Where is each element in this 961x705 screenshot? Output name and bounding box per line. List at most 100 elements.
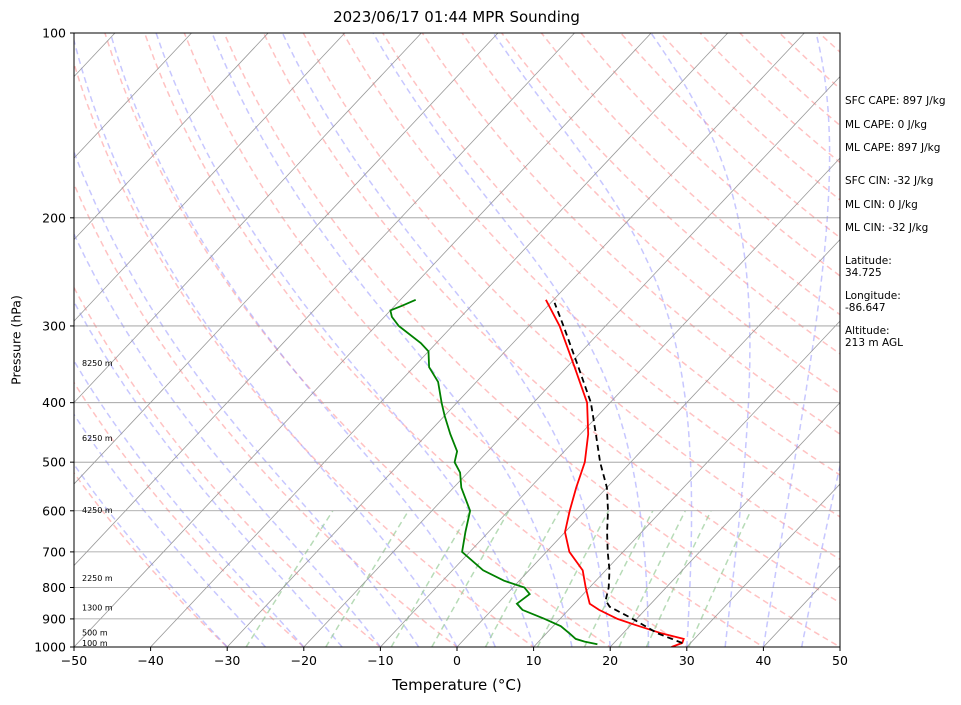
stat-sfc-cin: SFC CIN: -32 J/kg	[845, 175, 934, 187]
dry-adiabat	[143, 33, 689, 647]
moist-adiabat	[211, 33, 573, 647]
x-tick-label: −50	[61, 653, 87, 668]
dewpoint-profile	[389, 298, 598, 646]
y-axis-ticks: 100 200 300 400 500 600 700 800 900 1000	[34, 26, 74, 655]
moist-adiabat	[74, 232, 381, 647]
mixing-ratio-line	[325, 510, 410, 647]
isotherm	[74, 33, 652, 647]
stat-latitude: Latitude: 34.725	[845, 255, 892, 279]
dry-adiabat	[74, 381, 305, 647]
temperature-profile	[545, 299, 685, 647]
moist-adiabat	[762, 33, 831, 647]
y-tick-label: 700	[42, 544, 66, 559]
mixing-ratio-line	[688, 510, 752, 647]
moist-adiabat	[74, 463, 228, 647]
height-label: 2250 m	[82, 574, 113, 583]
mixing-ratio-line	[484, 510, 561, 647]
moist-adiabat	[650, 33, 751, 647]
moist-adiabat	[800, 462, 840, 647]
mixing-ratio-line	[645, 510, 712, 647]
isotherm	[150, 33, 729, 647]
x-axis-label: Temperature (°C)	[392, 676, 522, 694]
stat-ml-cin-0: ML CIN: 0 J/kg	[845, 199, 918, 211]
height-label: 8250 m	[82, 359, 113, 368]
dry-adiabat	[540, 33, 840, 316]
x-tick-label: −30	[214, 653, 240, 668]
dry-adiabat	[262, 33, 840, 604]
x-tick-label: 40	[755, 653, 771, 668]
dry-adiabat	[223, 33, 840, 647]
stat-longitude: Longitude: -86.647	[845, 290, 901, 314]
dry-adiabat	[342, 33, 840, 518]
y-tick-label: 900	[42, 611, 66, 626]
dry-adiabat	[74, 61, 535, 647]
isotherm	[74, 33, 346, 322]
dry-adiabat	[74, 471, 229, 647]
dry-adiabat	[461, 33, 840, 395]
x-tick-label: −40	[137, 653, 163, 668]
isotherm	[74, 33, 499, 485]
moist-adiabat	[492, 33, 693, 647]
mixing-ratio-line	[390, 510, 472, 647]
mixing-ratio-line	[431, 510, 510, 647]
x-tick-label: 0	[453, 653, 461, 668]
isotherm	[74, 33, 422, 404]
y-axis-label: Pressure (hPa)	[8, 295, 24, 385]
x-tick-label: 30	[679, 653, 695, 668]
x-tick-label: −10	[367, 653, 393, 668]
y-tick-label: 300	[42, 318, 66, 333]
moist-adiabat	[74, 413, 267, 647]
dry-adiabat	[183, 33, 765, 647]
moist-adiabat	[74, 149, 420, 647]
isotherm	[74, 33, 575, 567]
stat-ml-cin-32: ML CIN: -32 J/kg	[845, 222, 929, 234]
plot-frame	[73, 32, 841, 648]
parcel-profile	[553, 302, 683, 644]
stat-sfc-cape: SFC CAPE: 897 J/kg	[845, 95, 946, 107]
isotherm	[74, 33, 269, 241]
y-tick-label: 800	[42, 580, 66, 595]
dry-adiabat	[382, 33, 840, 476]
y-tick-label: 600	[42, 503, 66, 518]
stat-ml-cape-0: ML CAPE: 0 J/kg	[845, 119, 928, 131]
x-axis-ticks: −50 −40 −30 −20 −10 0 10 20 30 40 50	[61, 647, 848, 668]
moist-adiabat	[74, 300, 343, 647]
stat-ml-cape-897: ML CAPE: 897 J/kg	[845, 142, 941, 154]
background-lines	[74, 33, 840, 647]
height-label: 1300 m	[82, 604, 113, 613]
height-label: 100 m	[82, 639, 108, 648]
isotherm	[456, 238, 840, 647]
moist-adiabat	[155, 33, 535, 647]
isotherm	[303, 75, 840, 647]
sounding-profiles	[389, 298, 685, 647]
moist-adiabat	[74, 359, 305, 647]
height-label: 6250 m	[82, 434, 113, 443]
dry-adiabat	[74, 182, 459, 647]
x-tick-label: 50	[832, 653, 848, 668]
isotherm	[226, 33, 805, 647]
isotherm	[74, 33, 192, 159]
y-tick-label: 200	[42, 210, 66, 225]
isotherm	[686, 483, 840, 647]
dry-adiabat	[74, 285, 382, 647]
isotherm	[609, 401, 840, 647]
mixing-ratio-line	[583, 510, 654, 647]
x-tick-label: 10	[526, 653, 542, 668]
y-tick-label: 500	[42, 455, 66, 470]
dry-adiabat	[104, 33, 612, 647]
moist-adiabat	[281, 33, 611, 647]
x-tick-label: −20	[291, 653, 317, 668]
y-tick-label: 100	[42, 26, 66, 41]
x-tick-label: 20	[602, 653, 618, 668]
dry-adiabat	[421, 33, 840, 435]
mixing-ratio-line	[536, 510, 610, 647]
moist-adiabat	[74, 37, 458, 647]
height-label: 4250 m	[82, 506, 113, 515]
height-label: 500 m	[82, 629, 108, 638]
y-tick-label: 1000	[34, 640, 66, 655]
stat-altitude: Altitude: 213 m AGL	[845, 325, 903, 349]
isotherm	[533, 320, 840, 647]
chart-title: 2023/06/17 01:44 MPR Sounding	[333, 8, 580, 26]
moist-adiabat	[372, 33, 650, 647]
